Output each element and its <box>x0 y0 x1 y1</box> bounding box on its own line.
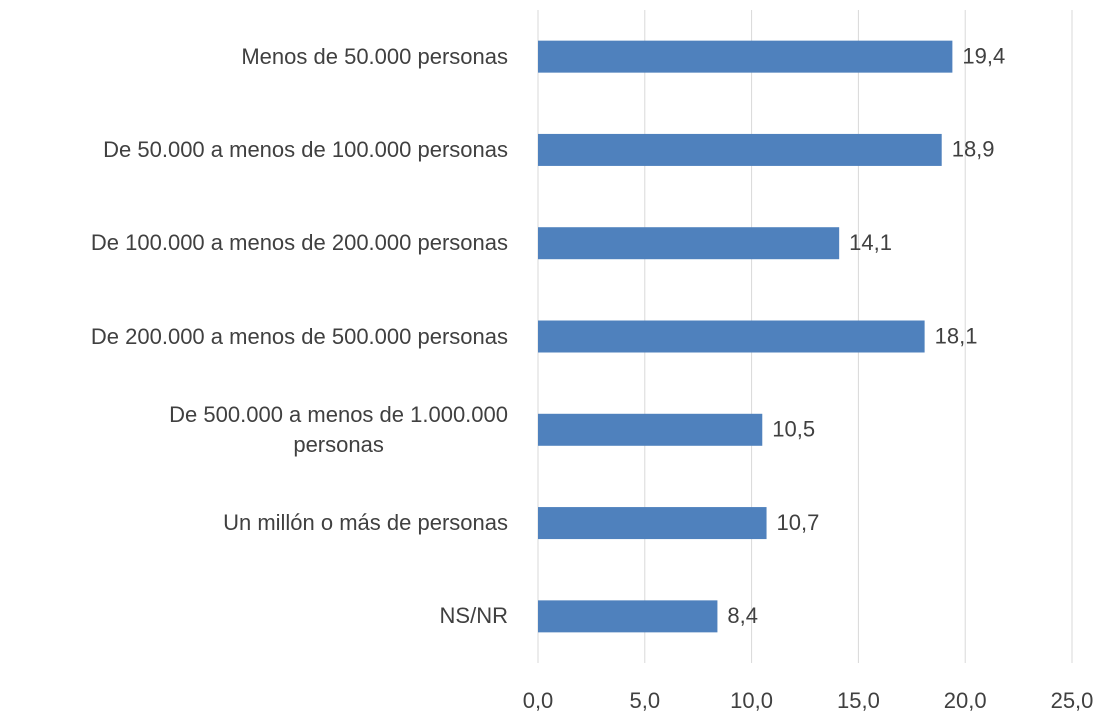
bar <box>538 320 925 353</box>
value-label: 18,9 <box>952 137 995 162</box>
bar <box>538 133 942 166</box>
x-tick-label: 25,0 <box>1051 688 1094 713</box>
value-label: 18,1 <box>935 323 978 348</box>
y-tick-label: NS/NR <box>439 603 508 629</box>
y-tick-label: Un millón o más de personas <box>223 510 508 536</box>
x-tick-label: 20,0 <box>944 688 987 713</box>
x-tick-label: 0,0 <box>523 688 554 713</box>
value-label: 14,1 <box>849 230 892 255</box>
y-tick-label: De 200.000 a menos de 500.000 personas <box>90 323 508 349</box>
y-tick-label: De 500.000 a menos de 1.000.000 personas <box>169 401 508 457</box>
x-tick-label: 15,0 <box>837 688 880 713</box>
value-label: 10,7 <box>777 510 820 535</box>
bar <box>538 227 840 260</box>
value-label: 10,5 <box>772 417 815 442</box>
bar <box>538 413 763 446</box>
value-label: 19,4 <box>962 43 1005 68</box>
y-tick-label: Menos de 50.000 personas <box>241 43 508 69</box>
value-label: 8,4 <box>727 603 758 628</box>
y-tick-label: De 100.000 a menos de 200.000 personas <box>90 230 508 256</box>
bar <box>538 507 767 540</box>
x-tick-label: 5,0 <box>630 688 661 713</box>
bar <box>538 40 953 73</box>
x-tick-label: 10,0 <box>730 688 773 713</box>
y-tick-label: De 50.000 a menos de 100.000 personas <box>103 136 508 162</box>
bar <box>538 600 718 633</box>
